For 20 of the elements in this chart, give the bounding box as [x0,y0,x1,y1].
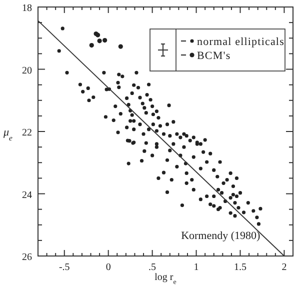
point [97,38,102,44]
y-tick-label: 18 [22,3,32,14]
x-tick-label: 1.5 [234,262,246,273]
x-tick-label: 0 [106,262,111,273]
point [102,38,108,43]
x-axis-title: log r$_{e}$ [154,272,176,286]
x-tick-label: 1 [194,262,199,273]
point [118,44,123,49]
x-tick-label: .5 [148,262,156,273]
x-tick-label: 2 [282,262,287,273]
point [89,42,94,48]
y-tick-label: 20 [22,65,32,76]
legend-label: BCM's [197,50,231,62]
y-tick-label: 26 [22,252,32,263]
y-axis-title: μ$_{e}$ [2,126,14,142]
x-tick-label: -.5 [58,262,70,273]
y-tick-label: 22 [22,128,32,138]
legend-label: normal ellipticals [197,36,284,48]
series-label: Kormendy (1980) [181,230,261,242]
y-tick-label: 24 [22,190,32,201]
